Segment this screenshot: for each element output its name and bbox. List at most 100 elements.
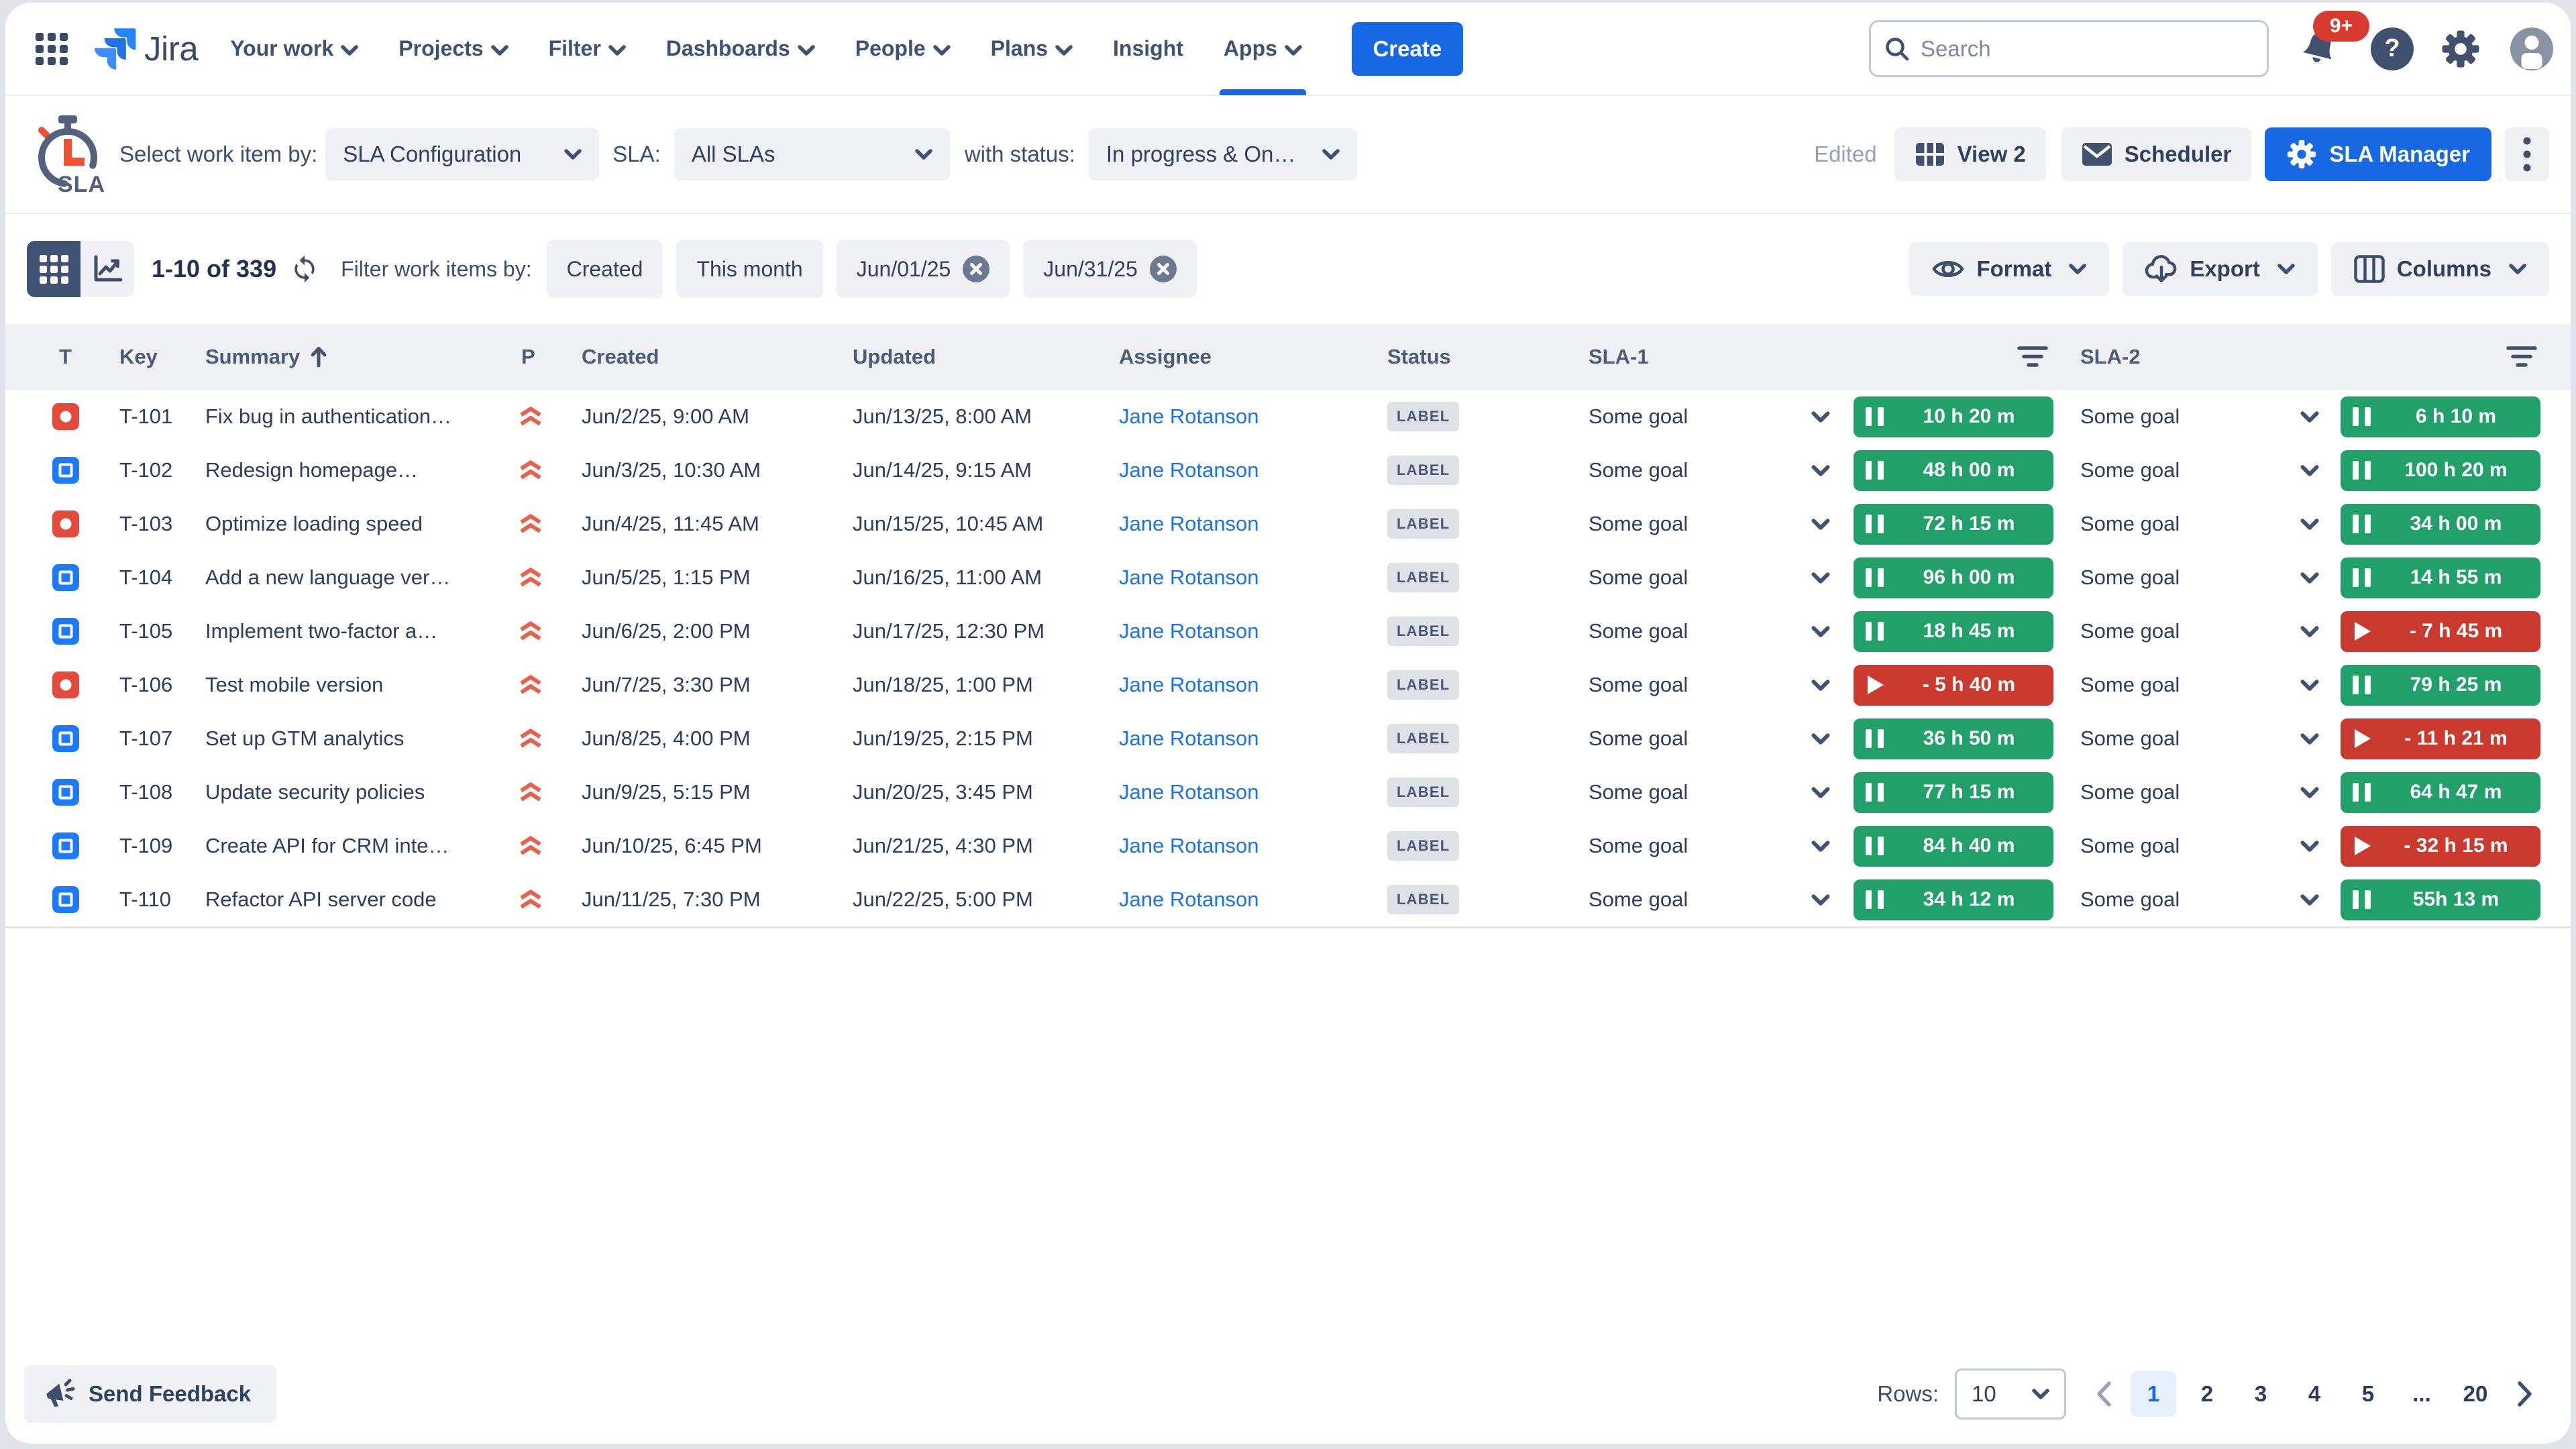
- app-switcher-icon[interactable]: [36, 32, 68, 65]
- sla-manager-button[interactable]: SLA Manager: [2265, 127, 2491, 181]
- page-button-20[interactable]: 20: [2463, 1381, 2488, 1406]
- page-button-4[interactable]: 4: [2308, 1381, 2321, 1406]
- assignee-link[interactable]: Jane Rotanson: [1119, 834, 1259, 857]
- table-row[interactable]: T-101 Fix bug in authentication… Jun/2/2…: [5, 390, 2571, 443]
- chevron-down-icon[interactable]: [1811, 572, 1830, 584]
- help-button[interactable]: ?: [2371, 27, 2414, 70]
- column-header-status[interactable]: Status: [1387, 345, 1451, 368]
- filter-icon[interactable]: [2017, 345, 2048, 368]
- close-icon[interactable]: [963, 256, 990, 282]
- next-page-button[interactable]: [2506, 1371, 2544, 1417]
- assignee-link[interactable]: Jane Rotanson: [1119, 888, 1259, 911]
- notifications-button[interactable]: 9+: [2296, 10, 2369, 72]
- chevron-down-icon[interactable]: [1811, 519, 1830, 530]
- chip-date-to[interactable]: Jun/31/25: [1023, 240, 1197, 298]
- export-button[interactable]: Export: [2123, 242, 2318, 296]
- chevron-down-icon[interactable]: [2300, 626, 2319, 637]
- columns-button[interactable]: Columns: [2330, 242, 2549, 296]
- table-row[interactable]: T-108 Update security policies Jun/9/25,…: [5, 765, 2571, 819]
- rows-per-page-select[interactable]: 10: [1955, 1368, 2066, 1419]
- chevron-down-icon[interactable]: [2300, 572, 2319, 584]
- format-button[interactable]: Format: [1909, 242, 2110, 296]
- chip-created[interactable]: Created: [546, 240, 663, 298]
- more-actions-button[interactable]: [2505, 127, 2549, 181]
- page-button-5[interactable]: 5: [2361, 1381, 2375, 1406]
- chevron-down-icon[interactable]: [2300, 787, 2319, 798]
- nav-item-plans[interactable]: Plans: [991, 3, 1073, 95]
- created-date: Jun/11/25, 7:30 PM: [582, 888, 761, 911]
- nav-item-projects[interactable]: Projects: [398, 3, 508, 95]
- work-item-select[interactable]: SLA Configuration: [325, 128, 600, 180]
- grid-view-button[interactable]: [27, 241, 80, 297]
- chevron-down-icon[interactable]: [1811, 787, 1830, 798]
- table-row[interactable]: T-106 Test mobile version Jun/7/25, 3:30…: [5, 658, 2571, 712]
- assignee-link[interactable]: Jane Rotanson: [1119, 405, 1259, 428]
- page-ellipsis[interactable]: ...: [2412, 1381, 2431, 1406]
- chevron-down-icon[interactable]: [1811, 841, 1830, 852]
- column-header-sla2[interactable]: SLA-2: [2053, 345, 2555, 369]
- column-header-updated[interactable]: Updated: [853, 345, 936, 368]
- table-row[interactable]: T-107 Set up GTM analytics Jun/8/25, 4:0…: [5, 712, 2571, 765]
- user-avatar[interactable]: [2510, 27, 2553, 70]
- chevron-down-icon[interactable]: [1811, 733, 1830, 745]
- status-select[interactable]: In progress & On…: [1088, 128, 1357, 180]
- table-row[interactable]: T-103 Optimize loading speed Jun/4/25, 1…: [5, 497, 2571, 551]
- jira-logo[interactable]: Jira: [95, 22, 199, 76]
- send-feedback-button[interactable]: Send Feedback: [24, 1365, 277, 1423]
- assignee-link[interactable]: Jane Rotanson: [1119, 780, 1259, 804]
- assignee-link[interactable]: Jane Rotanson: [1119, 619, 1259, 643]
- previous-page-button[interactable]: [2085, 1371, 2123, 1417]
- filter-icon[interactable]: [2506, 345, 2537, 368]
- refresh-icon[interactable]: [290, 254, 319, 284]
- assignee-link[interactable]: Jane Rotanson: [1119, 458, 1259, 482]
- chevron-down-icon[interactable]: [1811, 465, 1830, 476]
- column-header-type[interactable]: T: [59, 345, 72, 368]
- close-icon[interactable]: [1149, 256, 1177, 282]
- view-button[interactable]: View 2: [1894, 127, 2046, 181]
- create-button[interactable]: Create: [1351, 21, 1463, 76]
- status-badge: LABEL: [1387, 670, 1460, 700]
- page-button-2[interactable]: 2: [2200, 1381, 2214, 1406]
- table-row[interactable]: T-105 Implement two-factor a… Jun/6/25, …: [5, 604, 2571, 658]
- chevron-down-icon[interactable]: [1811, 411, 1830, 423]
- column-header-assignee[interactable]: Assignee: [1119, 345, 1212, 368]
- chevron-down-icon[interactable]: [1811, 680, 1830, 691]
- column-header-summary[interactable]: Summary: [205, 345, 519, 369]
- column-header-sla1[interactable]: SLA-1: [1589, 345, 2053, 369]
- settings-gear-icon[interactable]: [2440, 29, 2481, 69]
- chevron-down-icon[interactable]: [2300, 465, 2319, 476]
- column-header-key[interactable]: Key: [119, 345, 158, 368]
- chevron-down-icon[interactable]: [2300, 519, 2319, 530]
- nav-item-dashboards[interactable]: Dashboards: [666, 3, 815, 95]
- chevron-down-icon[interactable]: [2300, 411, 2319, 423]
- assignee-link[interactable]: Jane Rotanson: [1119, 512, 1259, 535]
- page-button-1[interactable]: 1: [2131, 1371, 2176, 1417]
- assignee-link[interactable]: Jane Rotanson: [1119, 566, 1259, 589]
- chart-view-button[interactable]: [80, 241, 134, 297]
- chevron-down-icon[interactable]: [2300, 894, 2319, 906]
- chip-date-from[interactable]: Jun/01/25: [836, 240, 1010, 298]
- nav-item-insight[interactable]: Insight: [1113, 36, 1183, 60]
- assignee-link[interactable]: Jane Rotanson: [1119, 727, 1259, 750]
- scheduler-button[interactable]: Scheduler: [2061, 127, 2252, 181]
- assignee-link[interactable]: Jane Rotanson: [1119, 673, 1259, 696]
- table-row[interactable]: T-109 Create API for CRM inte… Jun/10/25…: [5, 819, 2571, 873]
- chevron-down-icon[interactable]: [1811, 894, 1830, 906]
- column-header-priority[interactable]: P: [521, 345, 535, 368]
- sla-select[interactable]: All SLAs: [674, 128, 950, 180]
- chevron-down-icon[interactable]: [2300, 733, 2319, 745]
- column-header-created[interactable]: Created: [582, 345, 659, 368]
- table-row[interactable]: T-110 Refactor API server code Jun/11/25…: [5, 873, 2571, 926]
- table-row[interactable]: T-102 Redesign homepage… Jun/3/25, 10:30…: [5, 443, 2571, 497]
- nav-item-filter[interactable]: Filter: [549, 3, 626, 95]
- nav-item-people[interactable]: People: [855, 3, 951, 95]
- chevron-down-icon[interactable]: [2300, 680, 2319, 691]
- chip-this-month[interactable]: This month: [676, 240, 823, 298]
- chevron-down-icon[interactable]: [2300, 841, 2319, 852]
- chevron-down-icon[interactable]: [1811, 626, 1830, 637]
- page-button-3[interactable]: 3: [2254, 1381, 2267, 1406]
- table-row[interactable]: T-104 Add a new language ver… Jun/5/25, …: [5, 551, 2571, 604]
- nav-item-your-work[interactable]: Your work: [230, 3, 358, 95]
- search-input[interactable]: [1921, 36, 2253, 62]
- nav-item-apps[interactable]: Apps: [1219, 3, 1306, 95]
